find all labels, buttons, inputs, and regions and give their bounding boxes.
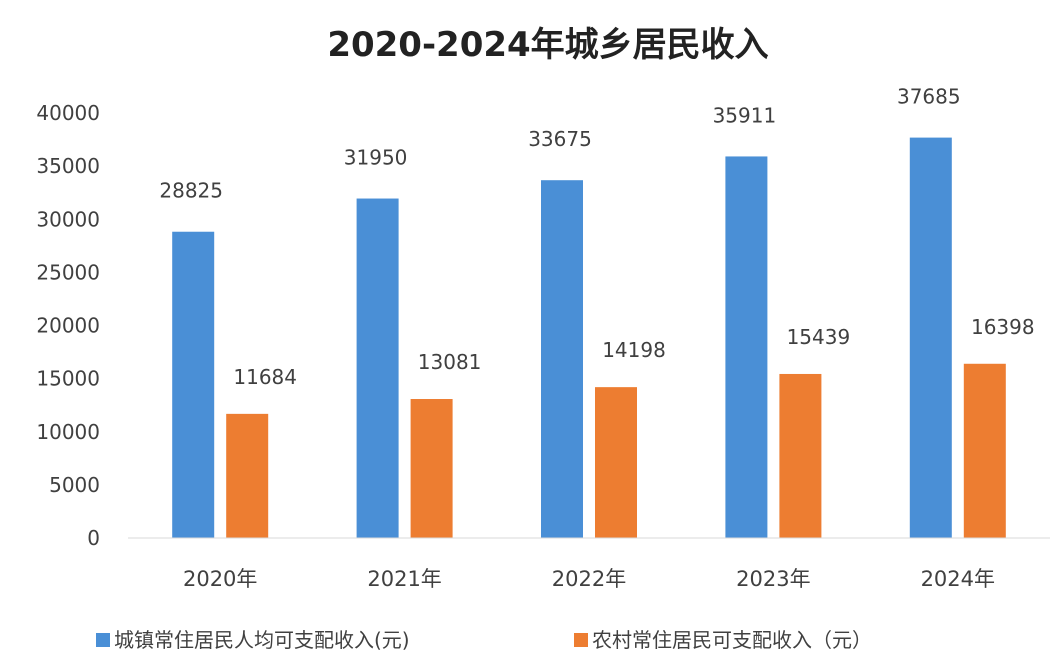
y-tick-label: 15000 [36, 367, 100, 391]
data-label: 11684 [233, 365, 297, 389]
chart-title: 2020-2024年城乡居民收入 [327, 25, 768, 65]
legend: 城镇常住居民人均可支配收入(元) 农村常住居民可支配收入（元） [96, 628, 872, 652]
data-label: 13081 [418, 350, 482, 374]
y-tick-label: 40000 [36, 101, 100, 125]
y-tick-label: 30000 [36, 207, 100, 231]
y-tick-label: 0 [87, 526, 100, 550]
bar-urban-2 [541, 180, 583, 538]
legend-label-rural: 农村常住居民可支配收入（元） [592, 628, 872, 652]
bar-rural-0 [226, 413, 269, 538]
bar-rural-2 [595, 387, 637, 538]
y-axis: 0 5000 10000 15000 20000 25000 30000 35000 40000 [36, 101, 100, 550]
y-tick-label: 25000 [36, 260, 100, 284]
bars-group [172, 137, 1006, 539]
bar-urban-1 [356, 198, 399, 538]
data-label: 35911 [713, 103, 777, 127]
x-tick-label: 2024年 [921, 567, 995, 591]
y-tick-label: 10000 [36, 420, 100, 444]
legend-swatch-urban [96, 633, 110, 647]
x-tick-label: 2022年 [552, 567, 626, 591]
data-labels-group: 28825 11684 31950 13081 33675 14198 35911 15439… [159, 85, 1034, 389]
data-label: 28825 [159, 179, 223, 203]
bar-urban-0 [172, 231, 215, 538]
data-label: 33675 [528, 127, 592, 151]
bar-rural-3 [779, 373, 822, 538]
data-label: 31950 [344, 146, 408, 170]
legend-label-urban: 城镇常住居民人均可支配收入(元) [114, 628, 410, 652]
data-label: 15439 [787, 325, 851, 349]
legend-item-rural: 农村常住居民可支配收入（元） [574, 628, 872, 652]
x-tick-label: 2021年 [367, 567, 441, 591]
bar-rural-1 [410, 399, 453, 538]
x-tick-label: 2020年 [183, 567, 257, 591]
data-label: 14198 [602, 338, 666, 362]
bar-rural-4 [963, 363, 1006, 538]
bar-urban-3 [725, 156, 768, 538]
legend-item-urban: 城镇常住居民人均可支配收入(元) [96, 628, 410, 652]
data-label: 16398 [971, 315, 1035, 339]
y-tick-label: 5000 [49, 473, 100, 497]
data-label: 37685 [897, 85, 961, 109]
bar-urban-4 [909, 137, 952, 539]
x-tick-label: 2023年 [736, 567, 810, 591]
legend-swatch-rural [574, 633, 588, 647]
x-axis: 2020年 2021年 2022年 2023年 2024年 [128, 537, 1050, 591]
y-tick-label: 35000 [36, 154, 100, 178]
y-tick-label: 20000 [36, 314, 100, 338]
